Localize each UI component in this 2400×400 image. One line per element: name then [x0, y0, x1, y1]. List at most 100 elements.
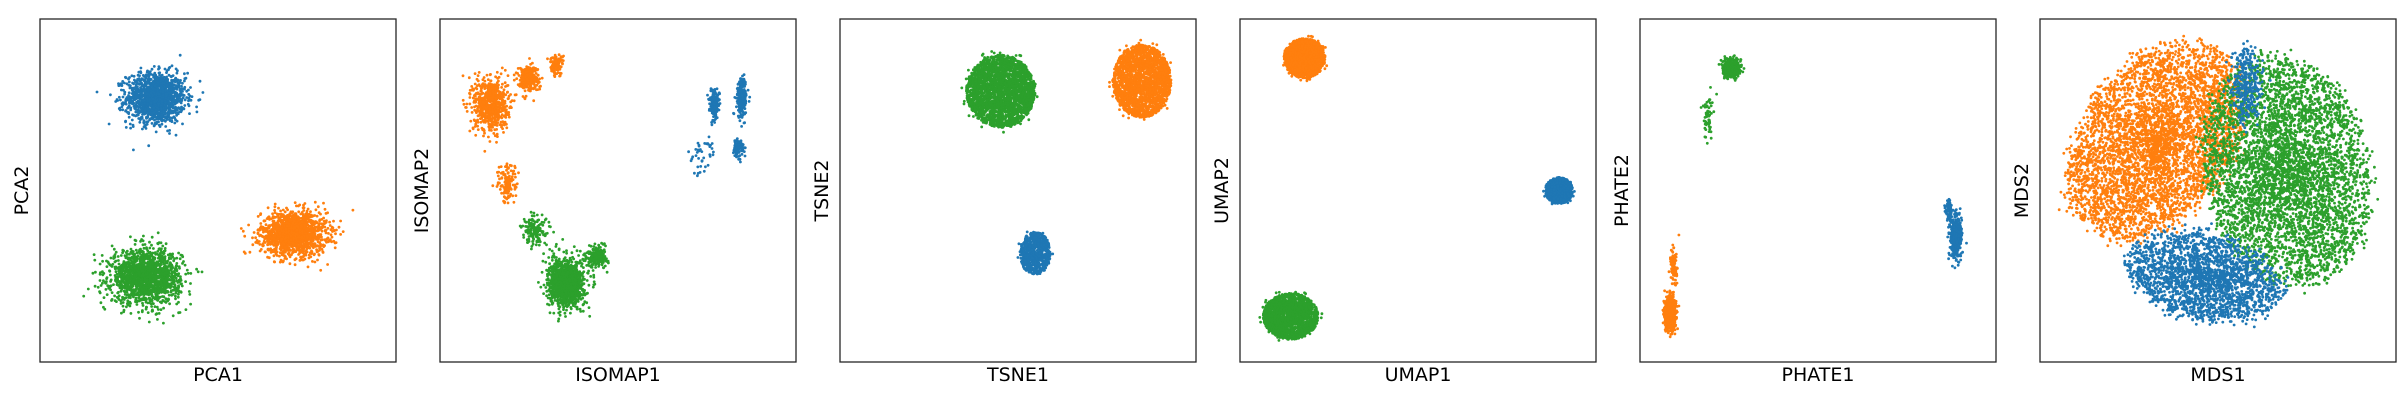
data-point: [170, 271, 174, 274]
data-point: [300, 245, 303, 249]
data-point: [325, 219, 328, 223]
data-point: [295, 224, 299, 228]
data-point: [171, 79, 175, 83]
data-point: [145, 122, 149, 126]
data-point: [170, 111, 174, 115]
data-point: [162, 96, 165, 99]
data-point: [132, 74, 136, 78]
data-point: [475, 87, 479, 91]
data-point: [164, 112, 167, 115]
data-point: [151, 274, 155, 278]
data-point: [273, 243, 277, 247]
data-point: [319, 227, 323, 230]
data-point: [152, 106, 156, 110]
data-point: [160, 284, 164, 287]
data-point: [149, 91, 153, 95]
data-point: [160, 287, 164, 291]
data-point: [154, 292, 158, 296]
data-point: [280, 222, 284, 226]
data-point: [106, 284, 110, 288]
data-point: [313, 242, 316, 246]
data-point: [298, 243, 302, 247]
data-point: [143, 243, 147, 246]
data-point: [159, 308, 163, 311]
data-point: [505, 84, 509, 88]
data-point: [124, 296, 128, 300]
data-point: [284, 250, 287, 254]
data-point: [278, 254, 281, 258]
x-axis-label: PCA1: [193, 364, 243, 386]
data-point: [144, 83, 148, 87]
data-point: [127, 106, 131, 109]
data-point: [126, 253, 129, 256]
data-point: [150, 235, 154, 239]
data-point: [154, 115, 157, 119]
data-point: [150, 67, 154, 71]
data-point: [251, 236, 254, 240]
data-point: [311, 260, 314, 263]
data-point: [150, 272, 153, 276]
data-point: [335, 228, 338, 232]
data-point: [160, 275, 164, 279]
data-point: [119, 289, 123, 293]
data-point: [313, 232, 317, 235]
data-point: [156, 263, 160, 267]
data-point: [472, 96, 475, 100]
data-point: [279, 234, 282, 238]
data-point: [160, 99, 164, 103]
data-point: [183, 85, 187, 89]
data-point: [142, 122, 146, 125]
data-point: [300, 216, 303, 220]
data-point: [154, 73, 158, 77]
data-point: [119, 302, 123, 305]
data-point: [304, 251, 308, 255]
data-point: [147, 275, 151, 279]
data-point: [101, 281, 104, 285]
data-point: [314, 208, 318, 212]
data-point: [126, 96, 130, 100]
data-point: [157, 271, 161, 275]
data-point: [158, 98, 162, 102]
data-point: [134, 107, 138, 111]
data-point: [135, 267, 138, 271]
data-point: [122, 289, 126, 293]
data-point: [320, 229, 324, 233]
data-point: [125, 82, 129, 86]
data-point: [286, 248, 290, 252]
data-point: [280, 246, 284, 250]
data-point: [131, 264, 135, 268]
data-point: [187, 104, 191, 108]
data-point: [158, 73, 162, 77]
data-point: [142, 286, 146, 289]
data-point: [156, 318, 159, 321]
data-point: [272, 219, 276, 223]
data-point: [146, 113, 150, 117]
data-point: [311, 222, 315, 226]
data-point: [291, 221, 295, 225]
data-point: [183, 104, 187, 107]
data-point: [161, 91, 165, 94]
data-point: [120, 311, 123, 315]
data-point: [279, 239, 283, 243]
data-point: [506, 74, 510, 77]
data-point: [127, 115, 131, 119]
data-point: [195, 267, 199, 271]
data-point: [113, 294, 116, 298]
data-point: [156, 308, 160, 311]
data-point: [149, 101, 153, 105]
subplot-grid: PCA1PCA2ISOMAP1ISOMAP2TSNE1TSNE2UMAP1UMA…: [11, 18, 2397, 386]
data-point: [264, 250, 267, 254]
data-point: [114, 100, 118, 103]
data-point: [152, 75, 156, 79]
data-point: [302, 209, 306, 212]
data-point: [332, 239, 336, 243]
data-point: [156, 102, 160, 105]
data-point: [122, 88, 125, 92]
data-point: [134, 287, 138, 291]
data-point: [122, 280, 126, 284]
data-point: [105, 265, 109, 268]
data-point: [159, 79, 163, 83]
data-point: [162, 272, 166, 275]
data-point: [272, 239, 276, 243]
data-point: [139, 280, 143, 284]
